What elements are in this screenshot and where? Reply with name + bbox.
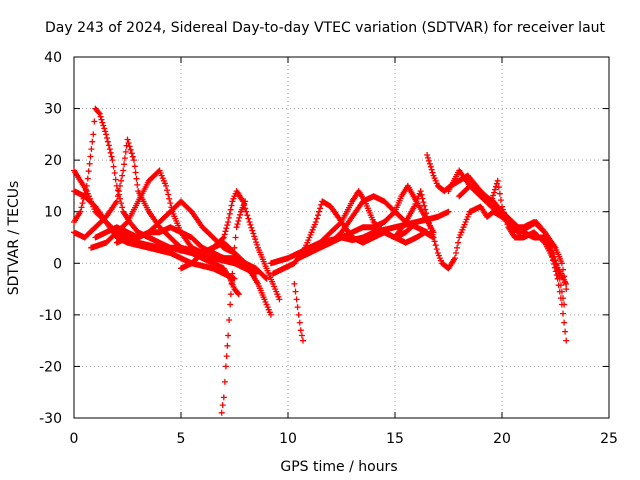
y-tick-label: -20: [39, 359, 62, 375]
series-track-d: [71, 188, 238, 282]
y-axis-label: SDTVAR / TECUs: [6, 181, 22, 296]
series-markers: [71, 136, 259, 277]
series-track-t: [466, 203, 570, 293]
series-markers: [113, 224, 274, 318]
series-track-h: [178, 188, 283, 303]
series-track-c: [71, 136, 259, 277]
x-tick-label: 20: [493, 431, 511, 447]
x-axis-label: GPS time / hours: [280, 459, 397, 475]
series-track-o: [327, 182, 437, 246]
series-track-g: [113, 224, 274, 318]
axes: [73, 56, 610, 419]
data-points: [71, 105, 570, 416]
x-tick-label: 0: [70, 431, 79, 447]
series-markers: [291, 280, 306, 344]
series-markers: [466, 203, 570, 293]
x-tick-label: 10: [279, 431, 297, 447]
x-tick-label: 25: [600, 431, 618, 447]
series-track-p: [392, 188, 473, 272]
y-tick-label: 10: [44, 205, 62, 221]
series-markers: [218, 198, 249, 416]
series-markers: [295, 193, 431, 262]
series-markers: [392, 188, 473, 272]
y-tick-label: 40: [44, 50, 62, 66]
series-track-l: [291, 280, 306, 344]
series-markers: [327, 182, 437, 246]
x-tick-label: 15: [386, 431, 404, 447]
series-track-i: [218, 198, 249, 416]
plot-frame: [73, 56, 610, 419]
series-markers: [178, 188, 283, 303]
tick-marks: 0 5 10 15 20 25 -30 -20 -10 0 10 20 30 40: [39, 50, 618, 447]
chart-title: Day 243 of 2024, Sidereal Day-to-day VTE…: [45, 20, 606, 36]
y-tick-label: -30: [39, 411, 62, 427]
y-tick-label: 0: [53, 256, 62, 272]
y-tick-label: 20: [44, 153, 62, 169]
series-track-m: [295, 193, 431, 262]
x-tick-label: 5: [177, 431, 186, 447]
series-markers: [71, 188, 238, 282]
y-tick-label: 30: [44, 102, 62, 118]
y-tick-label: -10: [39, 308, 62, 324]
